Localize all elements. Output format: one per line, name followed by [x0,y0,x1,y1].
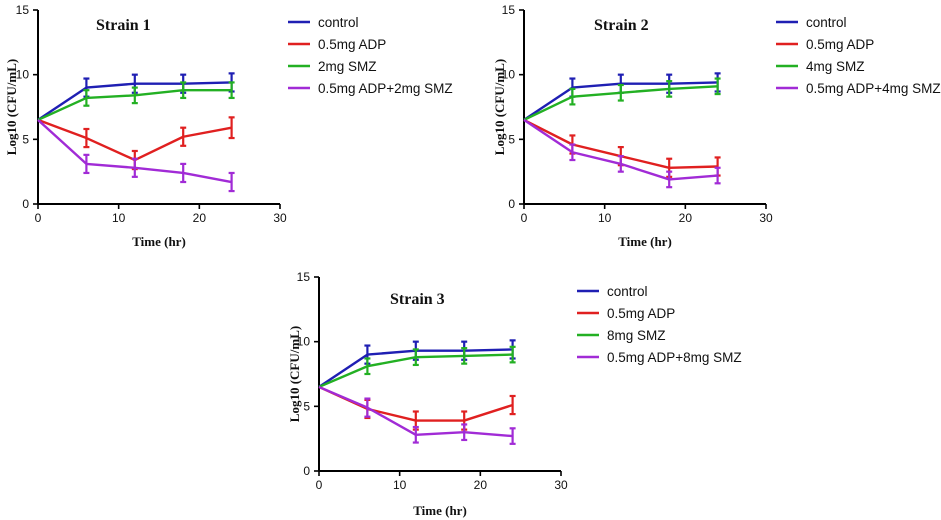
x-tick-label: 10 [112,211,126,225]
y-tick-label: 0 [22,197,29,211]
x-tick-label: 0 [316,478,323,492]
y-tick-label: 5 [303,399,310,413]
error-bar [180,162,187,184]
legend-label: 8mg SMZ [607,328,666,343]
error-bar [666,170,673,189]
legend-label: 0.5mg ADP [806,37,874,52]
y-tick-label: 5 [22,132,29,146]
x-tick-label: 20 [193,211,207,225]
x-tick-label: 10 [598,211,612,225]
error-bar [364,357,371,376]
legend-label: control [806,15,847,30]
legend-label: control [607,284,648,299]
error-bar [461,347,468,365]
error-bar [228,171,235,193]
x-tick-label: 30 [759,211,773,225]
y-tick-label: 10 [502,68,516,82]
chart-panel-strain-2: Strain 2 Log10 (CFU/mL) Time (hr) 0 5 10 15… [492,3,941,249]
error-bar [509,427,516,445]
y-tick-label: 0 [303,464,310,478]
x-tick-label: 30 [554,478,568,492]
error-bar [131,86,138,105]
legend-label: 2mg SMZ [318,59,377,74]
error-bar [617,83,624,102]
error-bar [131,157,138,178]
x-tick-label: 0 [35,211,42,225]
chart-panel-strain-3: Strain 3 Log10 (CFU/mL) Time (hr) 0 5 10 15… [287,270,742,518]
error-bar [617,155,624,173]
error-bar [83,153,90,175]
chart-title: Strain 2 [594,17,649,34]
y-tick-label: 0 [508,197,515,211]
error-bar [83,127,90,149]
legend-label: control [318,15,359,30]
error-bar [228,81,235,100]
chart-panel-strain-1: Strain 1 Log10 (CFU/mL) Time (hr) 0 5 10 15… [4,3,453,249]
error-bar [569,87,576,106]
error-bar [180,81,187,100]
x-axis-label: Time (hr) [618,234,672,249]
chart-title: Strain 3 [390,291,445,308]
error-bar [509,345,516,364]
legend-label: 0.5mg ADP [318,37,386,52]
y-tick-label: 15 [16,3,30,17]
y-tick-label: 15 [297,270,311,284]
x-axis-label: Time (hr) [132,234,186,249]
y-tick-label: 10 [16,68,30,82]
x-tick-label: 10 [393,478,407,492]
legend-label: 0.5mg ADP [607,306,675,321]
error-bar [180,126,187,147]
chart-title: Strain 1 [96,17,151,34]
y-tick-label: 10 [297,335,311,349]
error-bar [364,397,371,418]
error-bar [569,143,576,162]
error-bar [461,423,468,442]
x-tick-label: 30 [273,211,287,225]
y-axis-label: Log10 (CFU/mL) [492,59,507,155]
error-bar [412,425,419,444]
x-axis-label: Time (hr) [413,503,467,518]
error-bar [714,77,721,96]
legend-label: 4mg SMZ [806,59,865,74]
legend-label: 0.5mg ADP+8mg SMZ [607,350,742,365]
error-bar [412,348,419,367]
error-bar [714,166,721,185]
legend-label: 0.5mg ADP+4mg SMZ [806,81,941,96]
error-bar [228,116,235,140]
x-tick-label: 20 [679,211,693,225]
x-tick-label: 20 [474,478,488,492]
y-axis-label: Log10 (CFU/mL) [287,326,302,422]
legend-label: 0.5mg ADP+2mg SMZ [318,81,453,96]
x-tick-label: 0 [521,211,528,225]
error-bar [509,394,516,416]
error-bar [83,89,90,107]
y-tick-label: 5 [508,132,515,146]
y-axis-label: Log10 (CFU/mL) [4,59,19,155]
y-tick-label: 15 [502,3,516,17]
error-bar [666,80,673,98]
